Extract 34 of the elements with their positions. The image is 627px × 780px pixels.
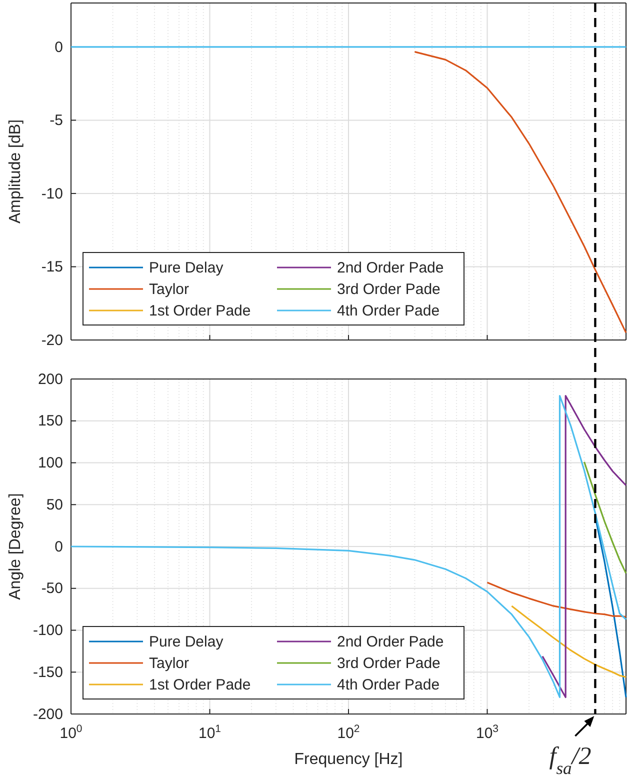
y-tick-label: 50	[46, 496, 63, 514]
legend-label: Taylor	[149, 281, 190, 298]
y-tick-label: -50	[41, 580, 63, 598]
legend-label: 1st Order Pade	[149, 302, 251, 320]
y-tick-label: 200	[38, 370, 63, 388]
x-axis-title: Frequency [Hz]	[294, 751, 403, 768]
legend-label: 4th Order Pade	[337, 302, 440, 320]
ref-line-label: f$_{sa}$/2	[549, 743, 592, 778]
y-tick-label: 150	[38, 412, 63, 430]
legend-label: 3rd Order Pade	[337, 281, 440, 298]
y-tick-label: 0	[54, 38, 63, 56]
legend-label: 3rd Order Pade	[337, 655, 440, 672]
y-tick-label: -150	[32, 664, 63, 681]
y-tick-label: 0	[54, 538, 63, 556]
legend-label: 4th Order Pade	[337, 676, 440, 694]
y-tick-label: -100	[32, 622, 63, 640]
legend-label: Taylor	[149, 655, 190, 672]
y-tick-label: -5	[50, 112, 63, 130]
legend-label: 1st Order Pade	[149, 676, 251, 694]
y-axis-title: Angle [Degree]	[7, 493, 24, 600]
x-tick-label: 10$^{2}$	[337, 723, 360, 742]
x-tick-label: 10$^{0}$	[60, 723, 82, 742]
y-tick-label: -20	[41, 332, 63, 349]
y-tick-label: -200	[32, 706, 63, 723]
y-tick-label: -10	[41, 185, 63, 202]
legend-label: 2nd Order Pade	[337, 260, 444, 276]
y-tick-label: 100	[38, 454, 63, 472]
legend-label: 2nd Order Pade	[337, 634, 444, 650]
legend-label: Pure Delay	[149, 260, 224, 276]
y-axis-title: Amplitude [dB]	[7, 119, 24, 224]
x-tick-label: 10$^{3}$	[476, 723, 499, 742]
x-tick-label: 10$^{1}$	[198, 723, 222, 742]
y-tick-label: -15	[41, 258, 63, 276]
legend-label: Pure Delay	[149, 634, 224, 650]
